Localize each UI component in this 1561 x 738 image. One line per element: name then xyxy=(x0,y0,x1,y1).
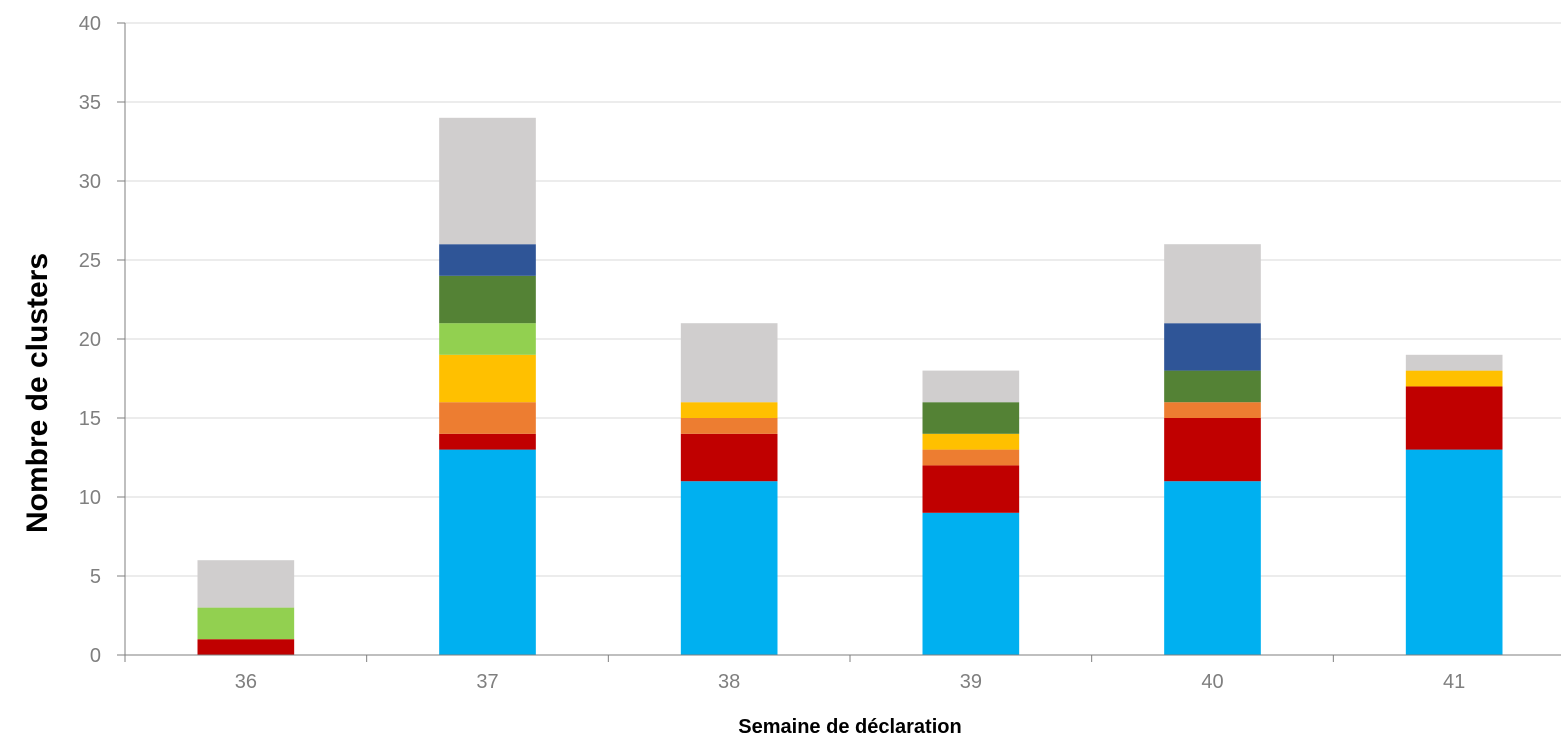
bar-segment xyxy=(439,433,536,450)
bar-segment xyxy=(680,418,778,434)
bar-segment xyxy=(680,433,778,482)
bar-segment xyxy=(922,449,1020,466)
bar-segment xyxy=(439,323,536,355)
x-tick-labels: 36 37 38 39 40 41 xyxy=(124,655,1465,693)
bar-segment xyxy=(922,433,1020,450)
bar-segment xyxy=(1164,418,1261,482)
x-tick-label: 38 xyxy=(718,671,740,693)
bar-segment xyxy=(1164,323,1261,371)
bar-segment xyxy=(1164,244,1261,324)
bar-segment xyxy=(1405,354,1503,371)
y-tick-label: 35 xyxy=(79,92,101,114)
bar-segment xyxy=(922,370,1020,403)
x-tick-label: 41 xyxy=(1443,671,1465,693)
y-tick-label: 30 xyxy=(79,171,101,193)
bar-segment xyxy=(1164,481,1261,655)
y-tick-label: 5 xyxy=(90,566,101,588)
bar-segment xyxy=(1164,370,1261,403)
x-tick-label: 40 xyxy=(1201,671,1223,693)
bar-segment xyxy=(197,639,295,655)
bars xyxy=(197,117,1503,655)
bar-segment xyxy=(1405,449,1503,655)
x-axis-title: Semaine de déclaration xyxy=(738,716,961,738)
x-tick-label: 36 xyxy=(235,671,257,693)
bar-segment xyxy=(439,449,536,655)
bar-segment xyxy=(922,402,1020,434)
bar-segment xyxy=(680,402,778,418)
bar-segment xyxy=(197,560,295,608)
y-tick-label: 25 xyxy=(79,250,101,272)
y-tick-label: 10 xyxy=(79,487,101,509)
bar-segment xyxy=(680,323,778,403)
y-axis-title: Nombre de clusters xyxy=(21,253,54,533)
y-tick-label: 20 xyxy=(79,329,101,351)
bar-segment xyxy=(439,244,536,276)
bar-segment xyxy=(439,354,536,403)
bar-segment xyxy=(1405,386,1503,450)
bar-segment xyxy=(680,481,778,655)
x-tick-label: 39 xyxy=(960,671,982,693)
bar-segment xyxy=(1164,402,1261,418)
x-tick-label: 37 xyxy=(476,671,498,693)
bar-segment xyxy=(1405,370,1503,387)
bar-segment xyxy=(439,402,536,434)
bar-segment xyxy=(439,117,536,245)
y-tick-label: 15 xyxy=(79,408,101,430)
y-tick-label: 0 xyxy=(90,645,101,667)
y-tick-labels: 0 5 10 15 20 25 30 35 40 xyxy=(79,13,125,667)
bar-segment xyxy=(439,275,536,324)
gridlines xyxy=(125,22,1561,577)
bar-segment xyxy=(922,465,1020,513)
bar-segment xyxy=(197,607,295,640)
y-tick-label: 40 xyxy=(79,13,101,35)
bar-segment xyxy=(922,512,1020,655)
